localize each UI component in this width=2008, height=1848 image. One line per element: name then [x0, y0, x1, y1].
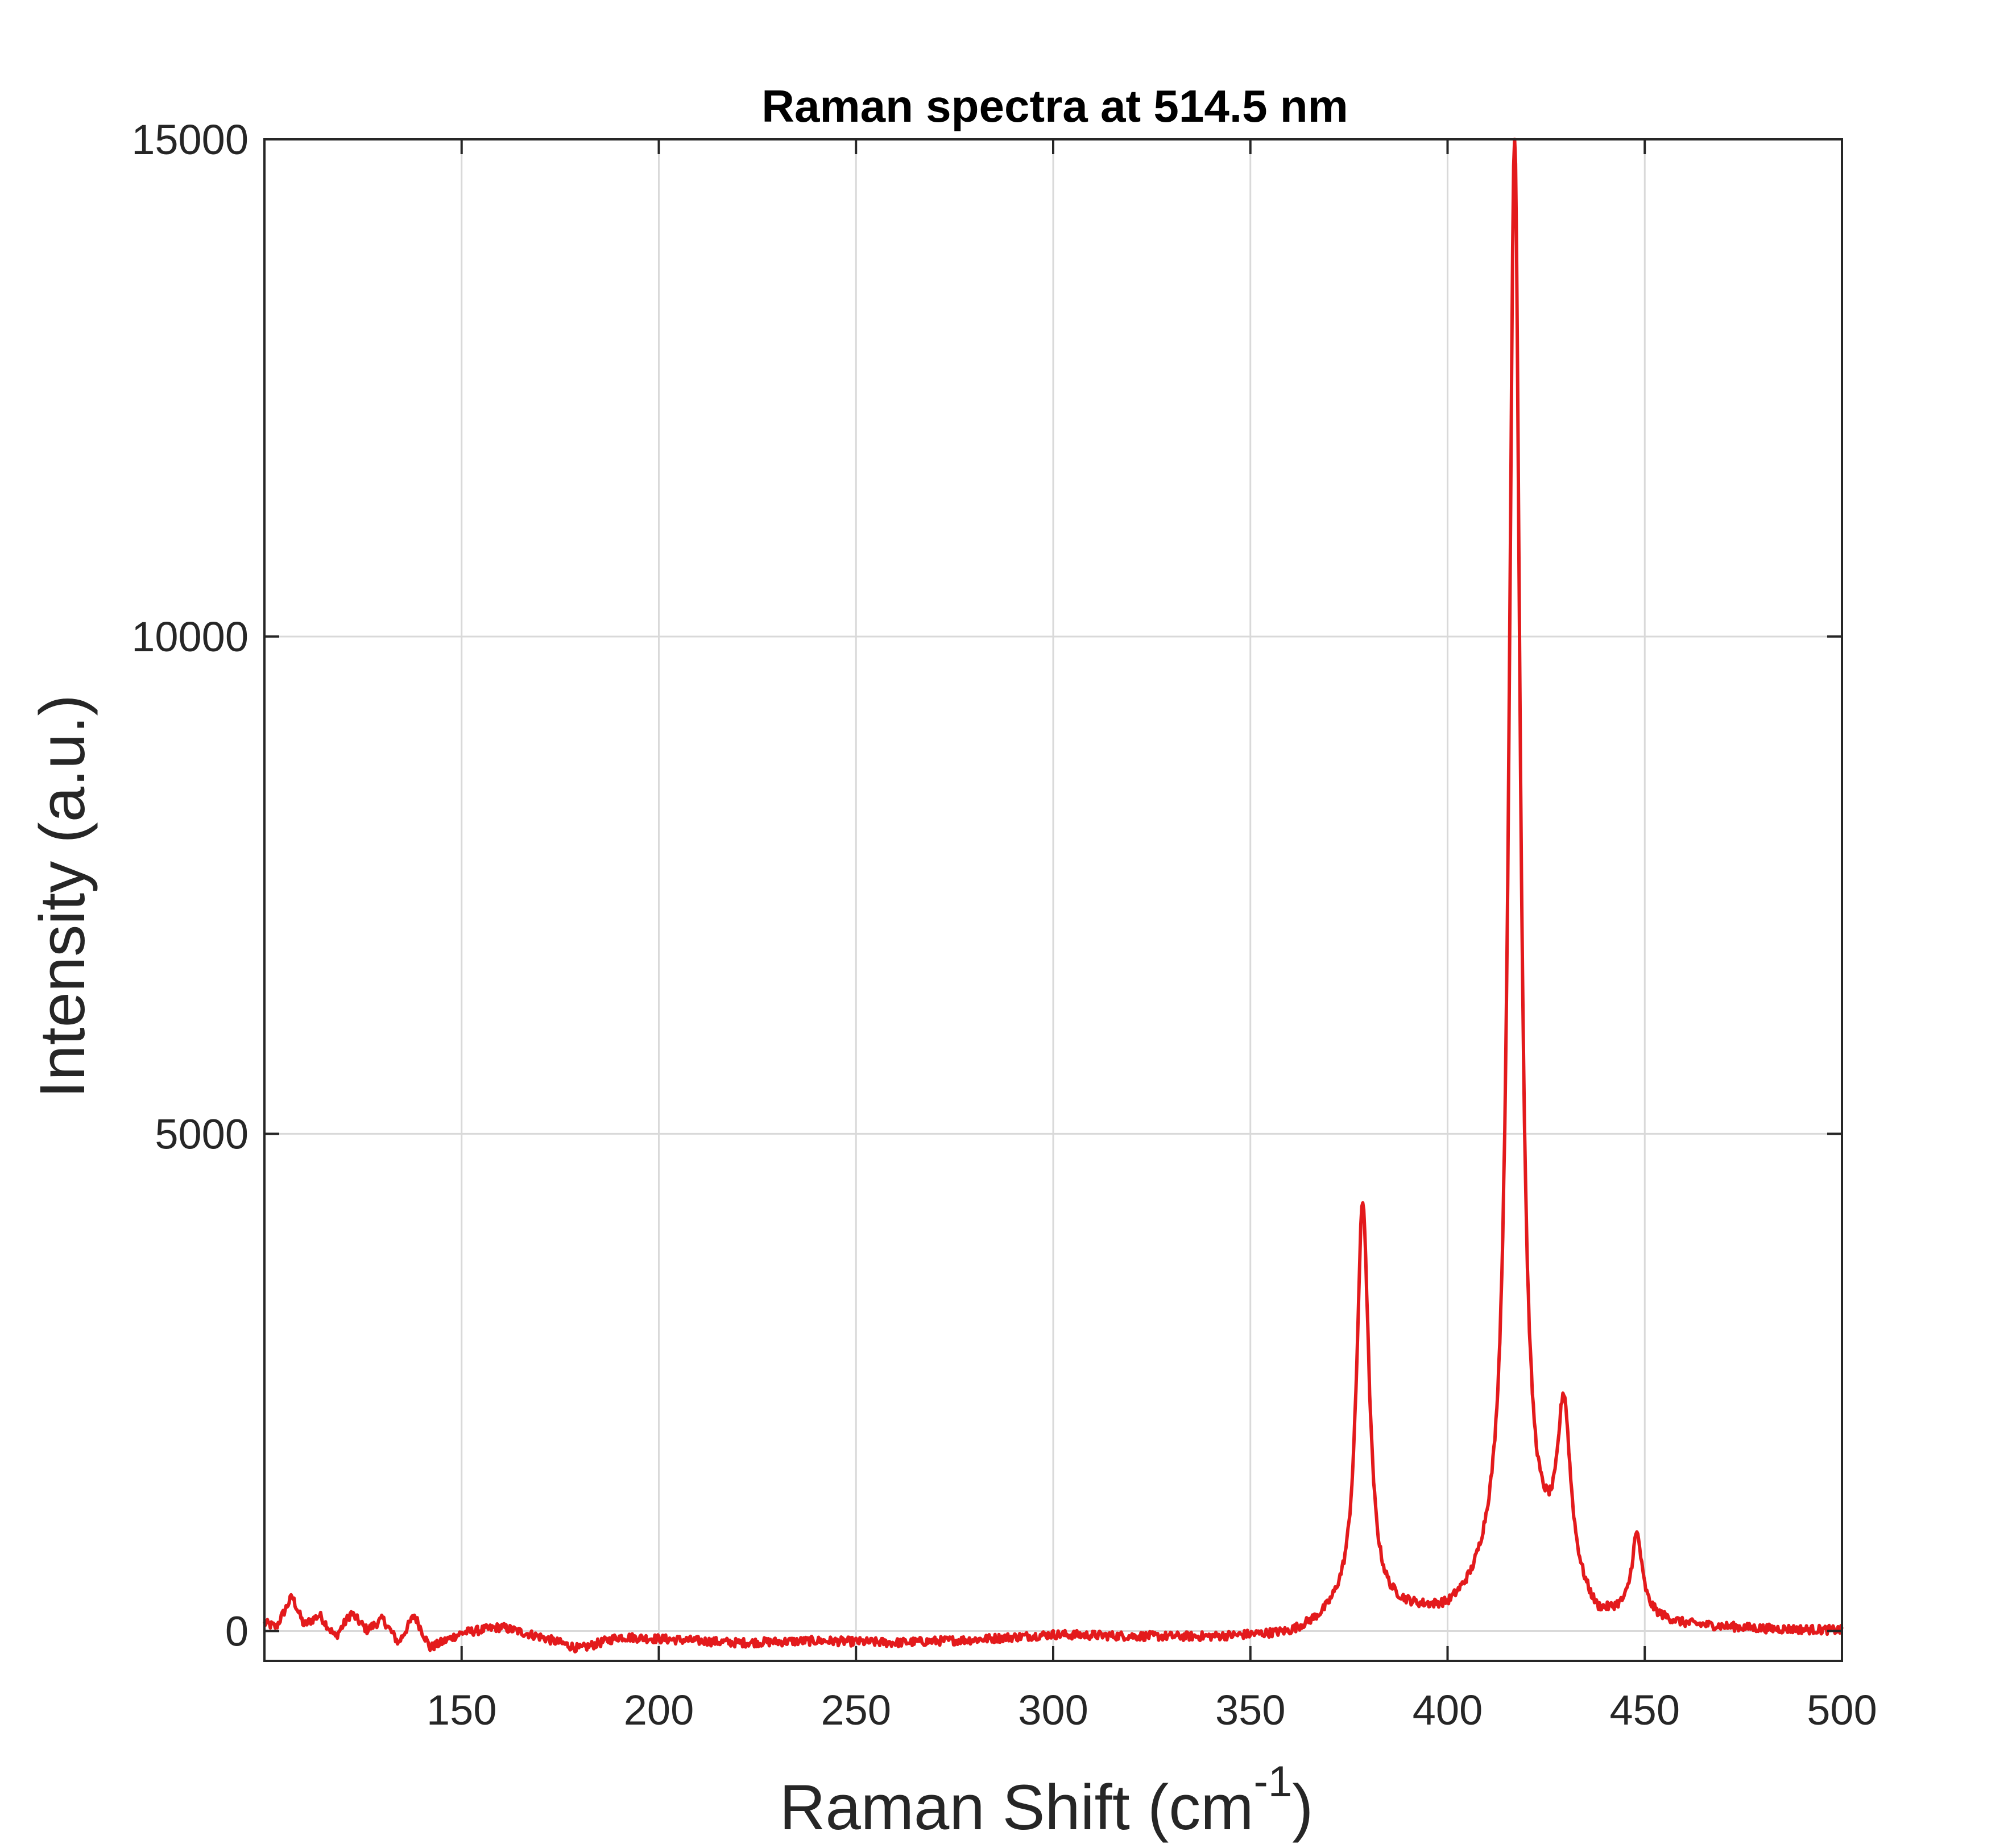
y-tick-label: 0 — [225, 1608, 249, 1655]
spectrum-line — [263, 138, 1844, 1653]
x-tick-label: 450 — [1610, 1686, 1680, 1734]
tick-marks — [264, 138, 1843, 1661]
x-tick-label: 400 — [1413, 1686, 1483, 1734]
y-tick-label: 5000 — [155, 1110, 249, 1157]
x-tick-label: 200 — [624, 1686, 694, 1734]
y-axis-tick-labels: 0 5000 10000 15000 — [131, 116, 249, 1655]
x-tick-label: 500 — [1807, 1686, 1877, 1734]
x-axis-tick-labels: 150 200 250 300 350 400 450 500 — [427, 1686, 1877, 1734]
x-tick-label: 150 — [427, 1686, 496, 1734]
x-tick-label: 250 — [821, 1686, 891, 1734]
x-axis-label-superscript: -1 — [1254, 1758, 1293, 1806]
y-axis-label: Intensity (a.u.) — [27, 694, 98, 1098]
y-tick-label: 10000 — [131, 613, 249, 660]
plot-area — [263, 138, 1844, 1653]
x-tick-label: 350 — [1215, 1686, 1285, 1734]
chart-title: Raman spectra at 514.5 nm — [761, 81, 1348, 131]
x-axis-label-main: Raman Shift (cm — [780, 1772, 1254, 1843]
x-axis-label: Raman Shift (cm-1) — [780, 1758, 1314, 1843]
x-tick-label: 300 — [1018, 1686, 1088, 1734]
x-axis-label-suffix: ) — [1292, 1772, 1313, 1843]
y-tick-label: 15000 — [131, 116, 249, 163]
